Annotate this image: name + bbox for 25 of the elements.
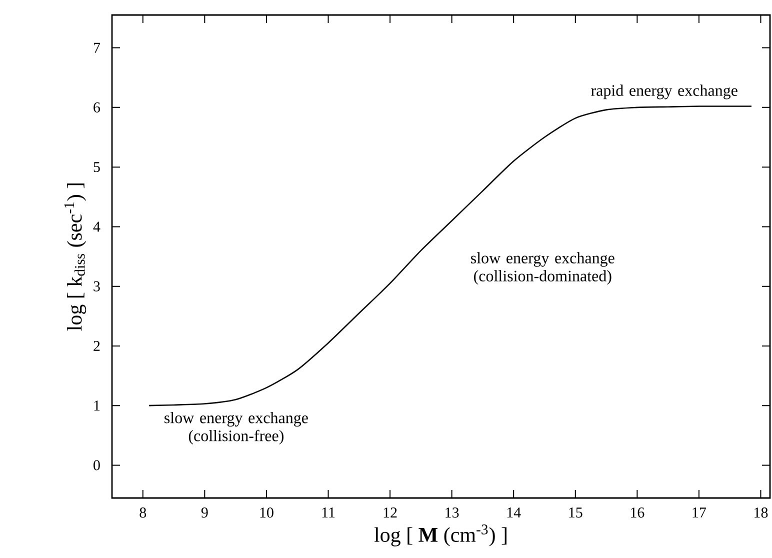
x-tick-label: 12	[384, 508, 397, 518]
y-tick-label: 6	[94, 102, 100, 112]
annotation: rapid energy exchange	[591, 84, 738, 100]
line-series	[148, 106, 752, 406]
y-tick-label: 1	[94, 400, 100, 411]
x-tick-label: 14	[507, 508, 521, 518]
x-tick-label: 9	[201, 508, 208, 518]
x-tick-label: 16	[630, 508, 644, 518]
x-tick-label: 15	[569, 508, 582, 518]
x-tick-label: 18	[754, 508, 768, 518]
x-tick-label: 10	[260, 508, 274, 518]
y-tick-label: 5	[94, 162, 100, 172]
annotation: slow energy exchange (collision-dominated)	[471, 252, 614, 285]
x-tick-label: 13	[446, 508, 459, 518]
y-tick-label: 2	[94, 340, 100, 351]
x-tick-label: 17	[692, 508, 706, 518]
x-axis-title: log [ M (cm$^{-3}$) ]	[374, 524, 506, 546]
y-tick-label: 0	[94, 460, 100, 470]
annotation: slow energy exchange (collision-free)	[164, 412, 308, 444]
y-axis-title: log [ k$_{diss}$ (sec$^{-1}$) ]	[64, 183, 86, 331]
y-tick-label: 7	[94, 42, 100, 53]
y-tick-label: 3	[94, 281, 100, 292]
y-tick-label: 4	[93, 222, 100, 232]
x-tick-label: 8	[140, 508, 146, 518]
x-tick-label: 11	[322, 508, 335, 518]
